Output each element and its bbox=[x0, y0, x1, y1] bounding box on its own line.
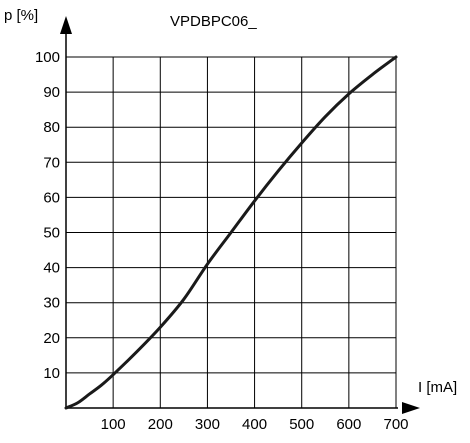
y-axis-arrow-icon bbox=[60, 16, 72, 34]
y-tick-label: 70 bbox=[43, 154, 60, 171]
y-axis-label: p [%] bbox=[4, 7, 38, 24]
y-tick-label: 80 bbox=[43, 119, 60, 136]
grid-layer bbox=[66, 56, 397, 408]
ticks-layer: 100 200 300 400 500 600 700 10 20 30 40 50 60 70 80 90 1… bbox=[35, 49, 409, 433]
y-tick-label: 90 bbox=[43, 84, 60, 101]
axes-layer bbox=[60, 16, 420, 414]
y-tick-label: 60 bbox=[43, 189, 60, 206]
x-tick-label: 400 bbox=[242, 416, 267, 433]
x-tick-label: 700 bbox=[383, 416, 408, 433]
y-tick-label: 100 bbox=[35, 49, 60, 66]
x-tick-label: 200 bbox=[148, 416, 173, 433]
series-layer bbox=[64, 55, 398, 410]
x-tick-label: 500 bbox=[289, 416, 314, 433]
chart-title: VPDBPC06_ bbox=[170, 13, 257, 30]
x-axis-label: I [mA] bbox=[418, 379, 457, 396]
y-tick-label: 30 bbox=[43, 295, 60, 312]
x-tick-label: 300 bbox=[195, 416, 220, 433]
y-tick-label: 10 bbox=[43, 365, 60, 382]
x-tick-label: 100 bbox=[101, 416, 126, 433]
x-tick-label: 600 bbox=[336, 416, 361, 433]
y-tick-label: 50 bbox=[43, 225, 60, 242]
series-line bbox=[64, 55, 398, 410]
y-tick-label: 20 bbox=[43, 330, 60, 347]
y-tick-label: 40 bbox=[43, 260, 60, 277]
x-axis-arrow-icon bbox=[402, 402, 420, 414]
